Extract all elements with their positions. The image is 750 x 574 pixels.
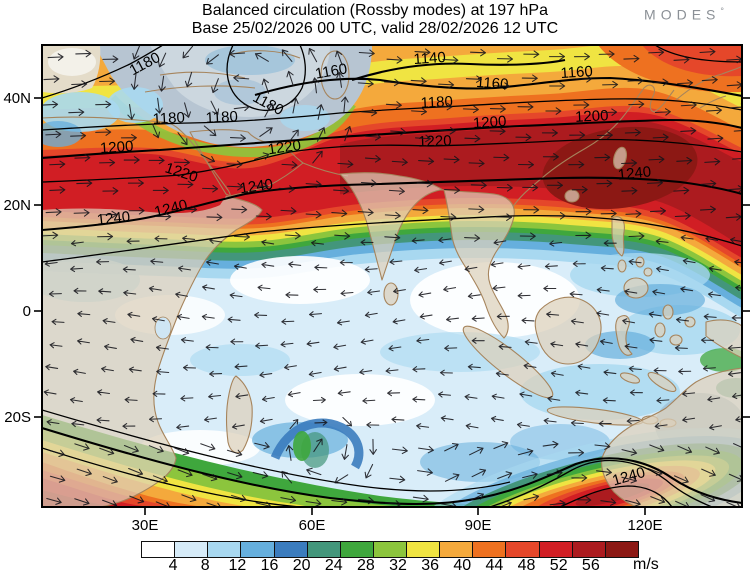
contour-label: 1200 [472,113,506,132]
lon-tick-label: 90E [465,517,492,534]
colorbar-cell [142,542,176,557]
contour-label: 1180 [205,108,238,127]
colorbar-tick-label: 44 [485,557,504,574]
contour-label: 1220 [267,137,302,158]
colorbar-cell [506,542,540,557]
chart-subtitle: Base 25/02/2026 00 UTC, valid 28/02/2026… [191,20,559,37]
colorbar-cell [440,542,474,557]
colorbar-cell [572,542,606,557]
colorbar-tick-label: 16 [260,557,279,574]
contour-label: 1140 [413,49,446,68]
lat-tick-label: 40N [3,90,31,107]
africa [42,196,262,507]
colorbar-tick-label: 8 [200,557,210,574]
colorbar-cell [340,542,374,557]
colorbar-tick-label: 52 [549,557,568,574]
landmasses [42,50,742,507]
colorbar [141,541,639,558]
colorbar-tick-label: 36 [421,557,440,574]
colorbar-cell [208,542,242,557]
new-guinea [705,319,742,359]
timor [647,371,677,393]
colorbar-tick-label: 56 [581,557,600,574]
modes-logo-text: MODES [644,6,721,23]
colorbar-tick-label: 12 [228,557,247,574]
contour-label: 1240 [617,163,652,183]
title-block: Balanced circulation (Rossby modes) at 1… [0,2,750,38]
lon-tick-label: 30E [132,517,159,534]
lake-victoria [154,316,172,340]
colorbar-cell [373,542,407,557]
colorbar-tick-label: 24 [324,557,343,574]
colorbar-tick-label: 4 [168,557,178,574]
colorbar-tick-label: 40 [453,557,472,574]
colorbar-cell [274,542,308,557]
modes-logo-mark: ° [720,6,724,16]
colorbar-cell [539,542,573,557]
lon-tick-label: 60E [299,517,326,534]
colorbar-labels: 4 8 12 16 20 24 28 32 36 40 44 48 52 56 [141,557,641,574]
map-frame [41,44,743,508]
lat-tick-label: 20N [3,197,31,214]
axes: 40N 20N 0 20S 30E 60E 90E 120E [3,90,750,534]
colorbar-cell [605,542,638,557]
colorbar-units: m/s [633,556,659,573]
colorbar-tick-label: 32 [389,557,407,574]
contour-label: 1200 [575,107,609,126]
colorbar-tick-label: 20 [292,557,311,574]
sri-lanka [383,282,399,306]
colorbar-cell [473,542,507,557]
contour-label: 1180 [420,93,453,112]
lat-tick-label: 0 [23,303,31,320]
colorbar-cell [407,542,441,557]
wind-vectors [42,45,742,507]
india [339,172,444,281]
contour-label: 1200 [99,138,133,157]
contour-label: 1220 [418,132,452,150]
lat-tick-label: 20S [4,409,31,426]
colorbar-cell [307,542,341,557]
contour-label: 1240 [239,176,274,197]
chart-title: Balanced circulation (Rossby modes) at 1… [202,2,548,19]
colorbar-cell [175,542,209,557]
modes-logo: MODES° [644,6,724,23]
hainan [564,189,580,203]
mindanao [623,277,649,299]
colorbar-tick-label: 48 [517,557,536,574]
contour-label: 1180 [152,109,185,128]
colorbar-cell [241,542,275,557]
contour-label: 1160 [560,63,593,82]
australia [601,367,742,507]
lon-tick-label: 120E [627,517,662,534]
contour-label: 1240 [96,208,131,228]
sulawesi [615,315,633,356]
contour-label: 1160 [476,74,509,93]
colorbar-tick-label: 28 [357,557,375,574]
